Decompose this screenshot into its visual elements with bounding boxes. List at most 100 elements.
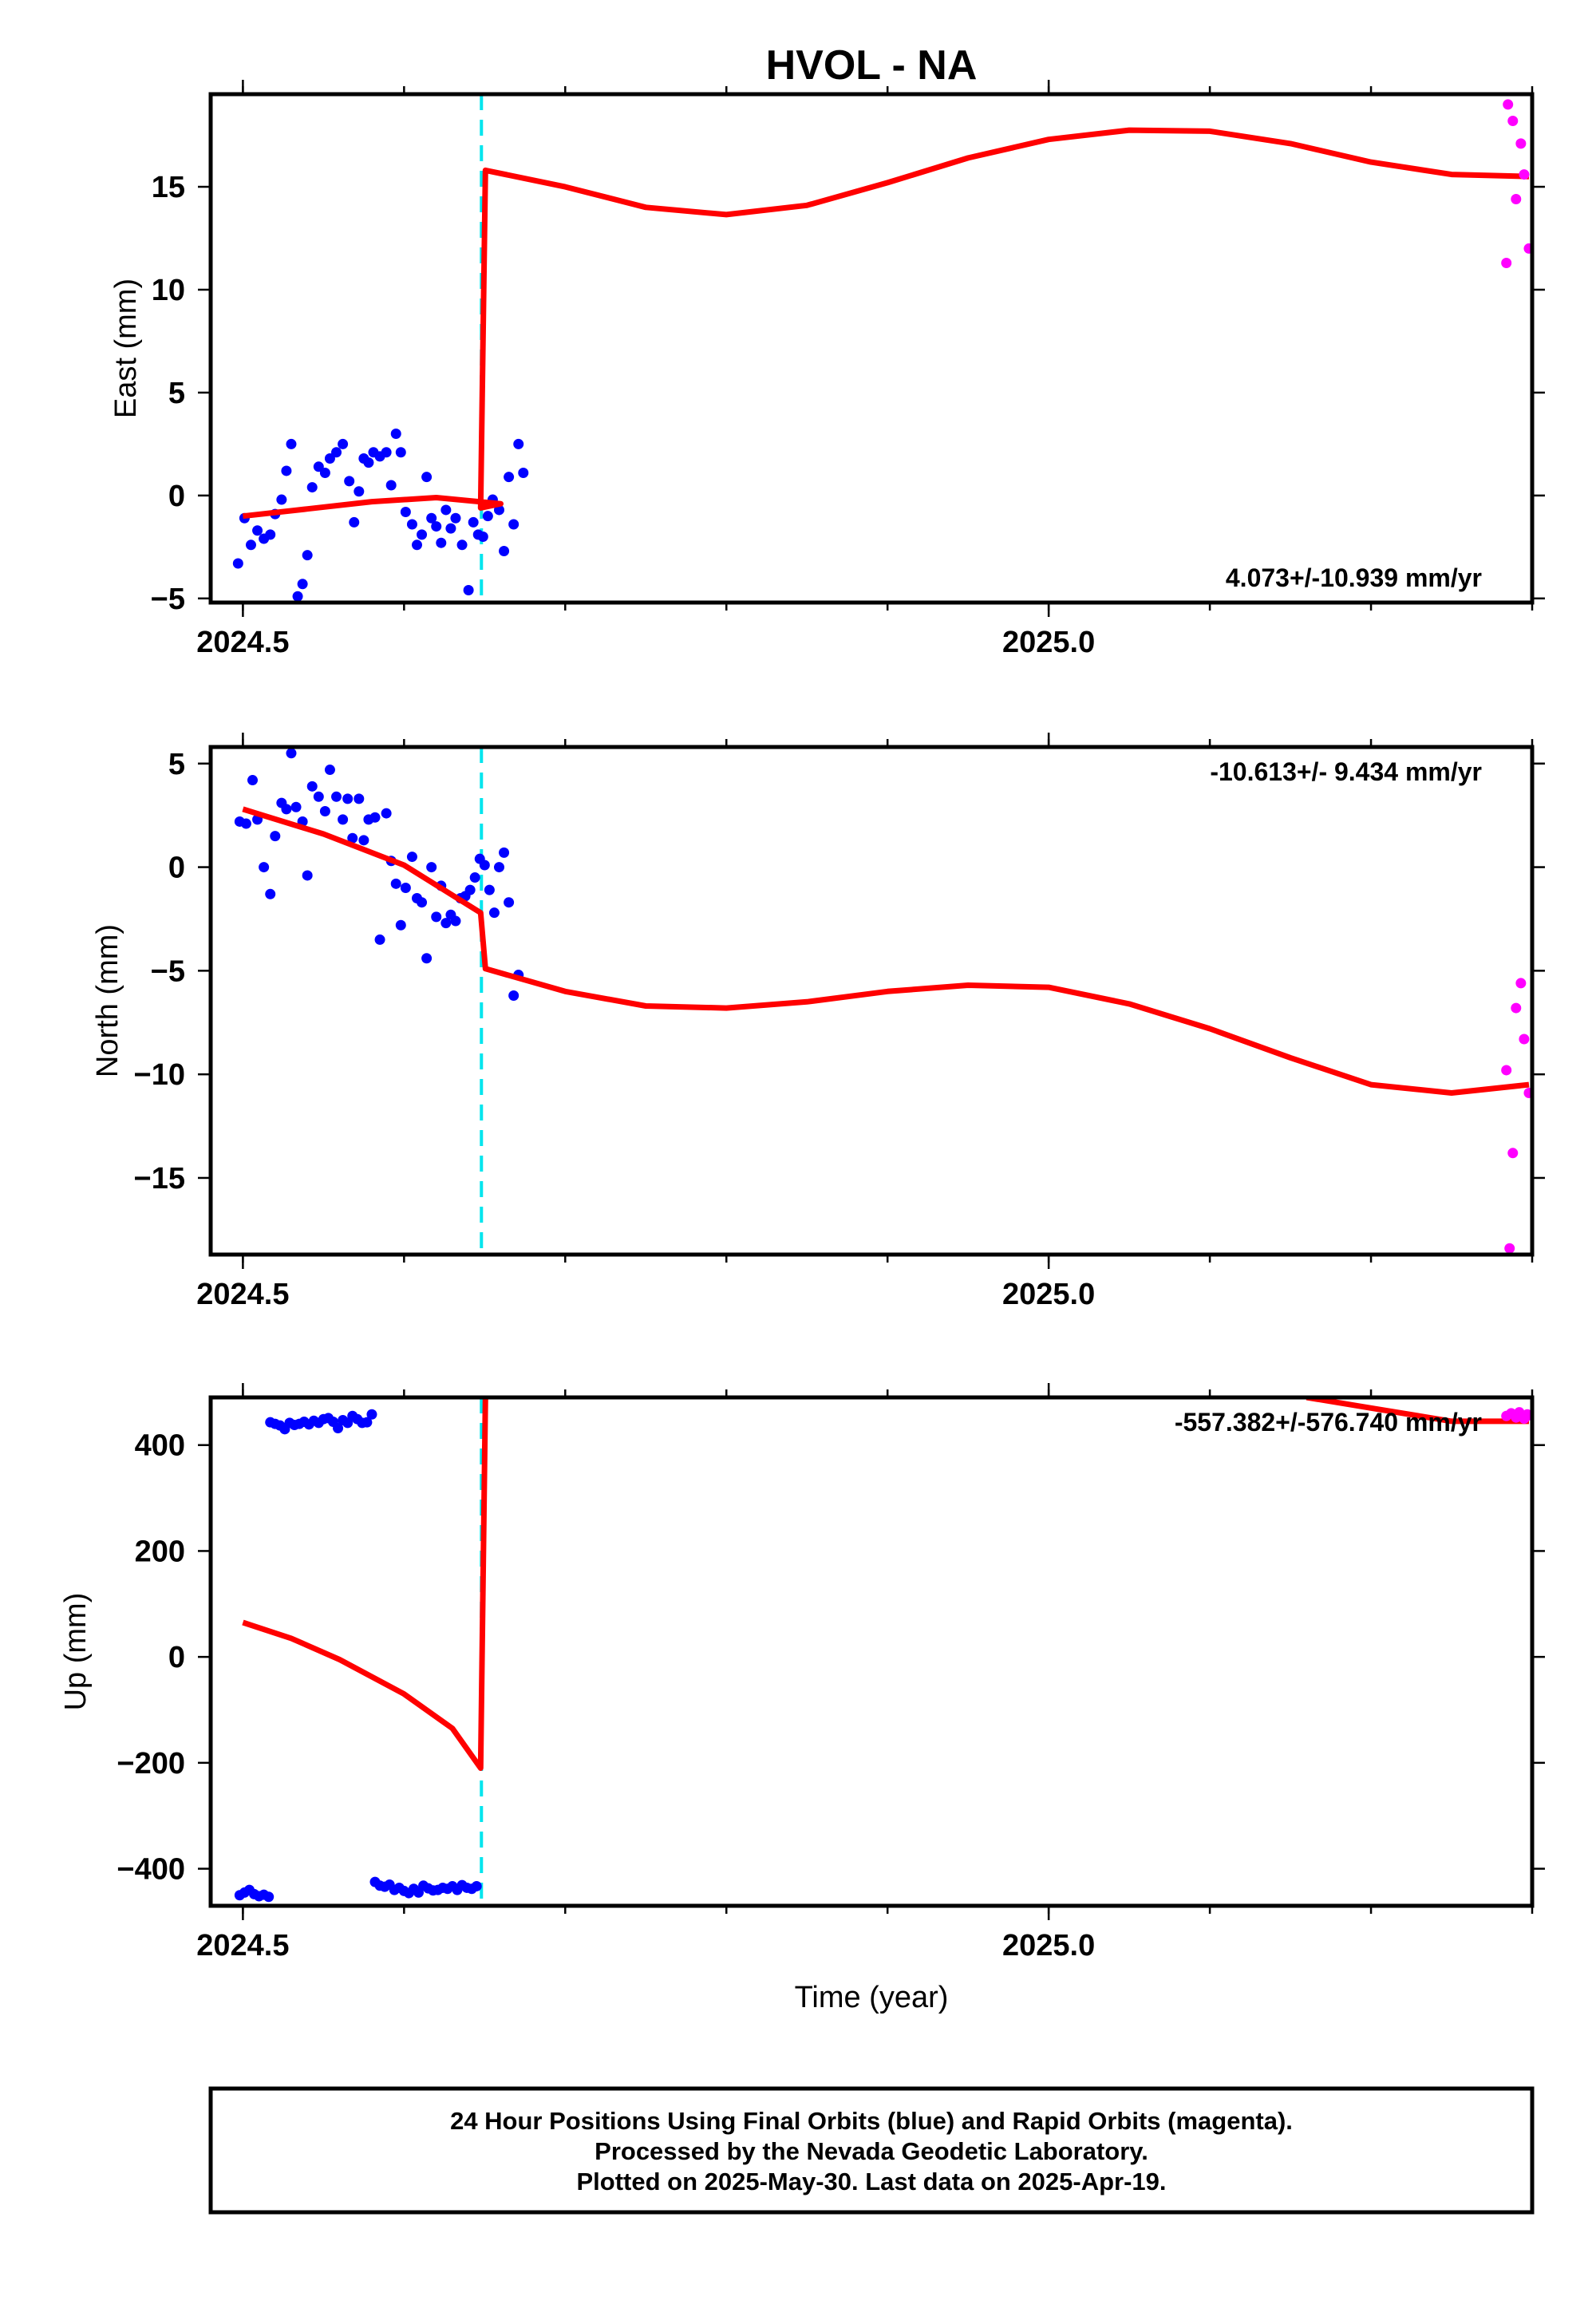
final-orbit-point (358, 835, 369, 846)
final-orbit-point (319, 468, 330, 479)
final-orbit-point (471, 1880, 482, 1891)
rapid-orbit-point (1515, 138, 1527, 149)
final-orbit-point (347, 832, 358, 844)
rapid-orbit-point (1504, 1243, 1515, 1254)
final-orbit-point (421, 953, 433, 964)
final-orbit-point (381, 808, 392, 819)
rapid-orbit-point (1519, 1034, 1530, 1045)
rapid-orbit-point (1511, 1002, 1522, 1014)
final-orbit-point (395, 919, 406, 931)
rapid-orbit-point (1511, 194, 1522, 205)
rapid-orbit-point (1503, 99, 1514, 110)
final-orbit-point (482, 511, 493, 522)
final-orbit-point (463, 585, 474, 596)
final-orbit-point (508, 519, 519, 530)
y-axis-label-north: North (mm) (91, 924, 124, 1077)
final-orbit-point (338, 814, 349, 825)
final-orbit-point (469, 872, 480, 883)
y-axis-label-up: Up (mm) (59, 1593, 93, 1711)
y-tick-label: 400 (135, 1429, 185, 1463)
final-orbit-point (252, 525, 263, 536)
rapid-orbit-point (1523, 1088, 1532, 1099)
final-orbit-point (468, 516, 479, 528)
final-orbit-point (245, 539, 256, 551)
y-tick-label: −5 (151, 583, 185, 616)
final-orbit-point (361, 1417, 373, 1428)
final-orbit-point (366, 1409, 377, 1420)
final-orbit-point (417, 897, 428, 908)
final-orbit-point (270, 831, 281, 842)
y-tick-label: 15 (152, 171, 185, 204)
final-orbit-point (499, 847, 510, 858)
final-orbit-point (431, 521, 442, 532)
final-orbit-point (263, 1891, 275, 1903)
final-orbit-point (290, 801, 302, 812)
final-orbit-point (518, 468, 529, 479)
rapid-orbit-point (1523, 1410, 1532, 1421)
final-orbit-point (499, 546, 510, 557)
y-tick-label: 5 (168, 748, 185, 781)
final-orbit-point (417, 529, 428, 540)
final-orbit-point (281, 465, 292, 476)
rapid-orbit-point (1507, 1148, 1519, 1159)
footer-line-2: Processed by the Nevada Geodetic Laborat… (595, 2137, 1148, 2165)
final-orbit-point (306, 781, 318, 792)
y-tick-label: 10 (152, 274, 185, 307)
final-orbit-point (286, 748, 297, 759)
final-orbit-point (426, 512, 437, 524)
final-orbit-point (259, 862, 270, 873)
rapid-orbit-point (1515, 978, 1527, 989)
final-orbit-point (411, 539, 422, 551)
final-orbit-point (331, 791, 342, 802)
final-orbit-point (440, 504, 452, 516)
final-orbit-point (349, 516, 360, 528)
y-tick-label: 5 (168, 377, 185, 410)
final-orbit-point (484, 884, 495, 895)
chart-title: HVOL - NA (766, 42, 978, 89)
final-orbit-point (436, 537, 447, 548)
x-axis-label: Time (year) (795, 1981, 949, 2014)
final-orbit-point (333, 1422, 344, 1433)
panel-frame (208, 745, 1535, 1257)
panel-frame (208, 92, 1535, 605)
rapid-orbit-point (1501, 257, 1512, 268)
final-orbit-point (400, 883, 411, 894)
footer-line-1: 24 Hour Positions Using Final Orbits (bl… (450, 2107, 1293, 2135)
y-tick-label: 0 (168, 480, 185, 513)
final-orbit-point (390, 878, 401, 889)
x-tick-label: 2025.0 (1002, 626, 1095, 659)
x-tick-label: 2024.5 (196, 1929, 289, 1962)
panel-up: 2024.5 2025.0 −400 −200 0 200 400 Up (mm) -557.3… (59, 1383, 1545, 1962)
final-orbit-point (440, 918, 452, 929)
final-orbit-point (344, 476, 355, 487)
final-orbit-point (421, 472, 433, 483)
velocity-label: -10.613+/- 9.434 mm/yr (1210, 757, 1482, 786)
y-tick-label: 200 (135, 1535, 185, 1568)
velocity-label: 4.073+/-10.939 mm/yr (1226, 563, 1482, 592)
final-orbit-point (400, 507, 411, 518)
rapid-orbit-point (1523, 243, 1532, 254)
final-orbit-point (324, 453, 335, 464)
final-orbit-point (504, 897, 515, 908)
rapid-orbit-point (1507, 116, 1519, 127)
final-orbit-point (354, 793, 365, 804)
y-tick-label: −200 (117, 1747, 185, 1780)
footer-line-3: Plotted on 2025-May-30. Last data on 202… (576, 2168, 1166, 2195)
final-orbit-point (381, 447, 392, 458)
model-fit-line (242, 1397, 488, 1771)
final-orbit-point (306, 482, 318, 493)
final-orbit-point (479, 860, 490, 871)
final-orbit-point (406, 519, 417, 530)
final-orbit-point (338, 438, 349, 449)
final-orbit-point (450, 512, 461, 524)
final-orbit-point (286, 438, 297, 449)
final-orbit-point (493, 862, 504, 873)
x-tick-label: 2024.5 (196, 626, 289, 659)
final-orbit-point (276, 494, 287, 505)
final-orbit-point (265, 888, 276, 899)
rapid-orbit-point (1519, 169, 1530, 180)
velocity-label: -557.382+/-576.740 mm/yr (1175, 1408, 1482, 1437)
final-orbit-point (477, 531, 488, 542)
final-orbit-point (363, 457, 374, 468)
